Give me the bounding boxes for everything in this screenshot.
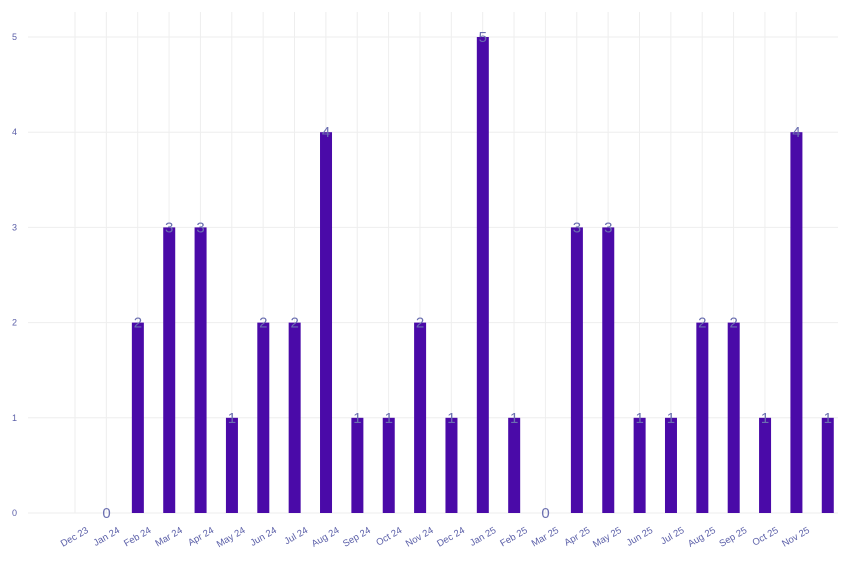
x-tick-label: Dec 24 — [435, 525, 467, 550]
data-label: 0 — [102, 505, 110, 522]
bar — [131, 322, 144, 513]
data-label: 5 — [479, 29, 487, 46]
x-tick-label: Oct 25 — [751, 525, 781, 549]
bar — [664, 417, 677, 513]
x-tick-label: Mar 25 — [530, 525, 561, 549]
data-label: 2 — [698, 315, 706, 332]
x-tick-label: Aug 25 — [686, 525, 718, 550]
x-tick-label: Jan 25 — [468, 525, 498, 549]
bar — [508, 417, 521, 513]
x-tick-label: Jun 25 — [625, 525, 655, 549]
bar — [320, 132, 333, 513]
data-label: 0 — [541, 505, 549, 522]
data-label: 1 — [761, 410, 769, 427]
data-label: 3 — [196, 219, 204, 236]
x-tick-label: Apr 25 — [563, 525, 593, 549]
data-label: 1 — [667, 410, 675, 427]
x-tick-label: May 25 — [591, 525, 623, 550]
bar — [163, 227, 176, 513]
x-tick-label: Jan 24 — [92, 525, 122, 549]
bars — [131, 37, 834, 513]
data-label: 3 — [165, 219, 173, 236]
data-label: 1 — [353, 410, 361, 427]
data-label: 2 — [259, 315, 267, 332]
y-tick-label: 4 — [12, 127, 17, 137]
bar — [602, 227, 615, 513]
data-label: 1 — [228, 410, 236, 427]
bar — [351, 417, 364, 513]
x-tick-label: Jul 24 — [283, 525, 310, 547]
bar — [759, 417, 772, 513]
data-label: 2 — [290, 315, 298, 332]
data-label: 1 — [385, 410, 393, 427]
x-tick-label: Oct 24 — [374, 525, 404, 549]
x-tick-label: Aug 24 — [310, 525, 342, 550]
x-tick-label: Dec 23 — [59, 525, 91, 550]
bar — [821, 417, 834, 513]
bar — [570, 227, 583, 513]
x-tick-label: Jun 24 — [248, 525, 278, 549]
bar — [414, 322, 427, 513]
x-tick-label: Feb 24 — [122, 525, 153, 549]
y-tick-label: 2 — [12, 318, 17, 328]
bar — [727, 322, 740, 513]
y-tick-label: 0 — [12, 508, 17, 518]
bar — [790, 132, 803, 513]
x-tick-label: Mar 24 — [153, 525, 184, 549]
y-tick-label: 3 — [12, 222, 17, 232]
data-label: 1 — [635, 410, 643, 427]
x-tick-label: Apr 24 — [186, 525, 216, 549]
data-label: 1 — [824, 410, 832, 427]
bar — [382, 417, 395, 513]
data-label: 3 — [573, 219, 581, 236]
bar — [633, 417, 646, 513]
data-label: 4 — [792, 124, 800, 141]
data-label: 1 — [447, 410, 455, 427]
x-tick-label: Nov 24 — [404, 525, 436, 550]
bar — [288, 322, 301, 513]
bar — [257, 322, 270, 513]
data-label: 3 — [604, 219, 612, 236]
y-tick-label: 1 — [12, 413, 17, 423]
bar — [476, 37, 489, 513]
x-tick-label: Feb 25 — [498, 525, 529, 549]
data-label: 2 — [134, 315, 142, 332]
x-tick-label: Jul 25 — [659, 525, 686, 547]
x-tick-label: Sep 25 — [717, 525, 749, 550]
bar — [225, 417, 238, 513]
bar — [696, 322, 709, 513]
x-tick-label: May 24 — [215, 525, 247, 550]
grid-lines — [28, 12, 838, 514]
y-tick-label: 5 — [12, 32, 17, 42]
data-label: 2 — [730, 315, 738, 332]
data-label: 1 — [510, 410, 518, 427]
data-label: 2 — [416, 315, 424, 332]
data-labels: 0 2 3 3 1 2 2 4 1 1 2 1 5 1 0 3 3 1 1 2 2 1 4 1 — [102, 29, 832, 522]
bar — [445, 417, 458, 513]
x-tick-label: Nov 25 — [780, 525, 812, 550]
bar — [194, 227, 207, 513]
y-axis: 0 1 2 3 4 5 — [12, 32, 17, 518]
data-label: 4 — [322, 124, 330, 141]
x-tick-label: Sep 24 — [341, 525, 373, 550]
